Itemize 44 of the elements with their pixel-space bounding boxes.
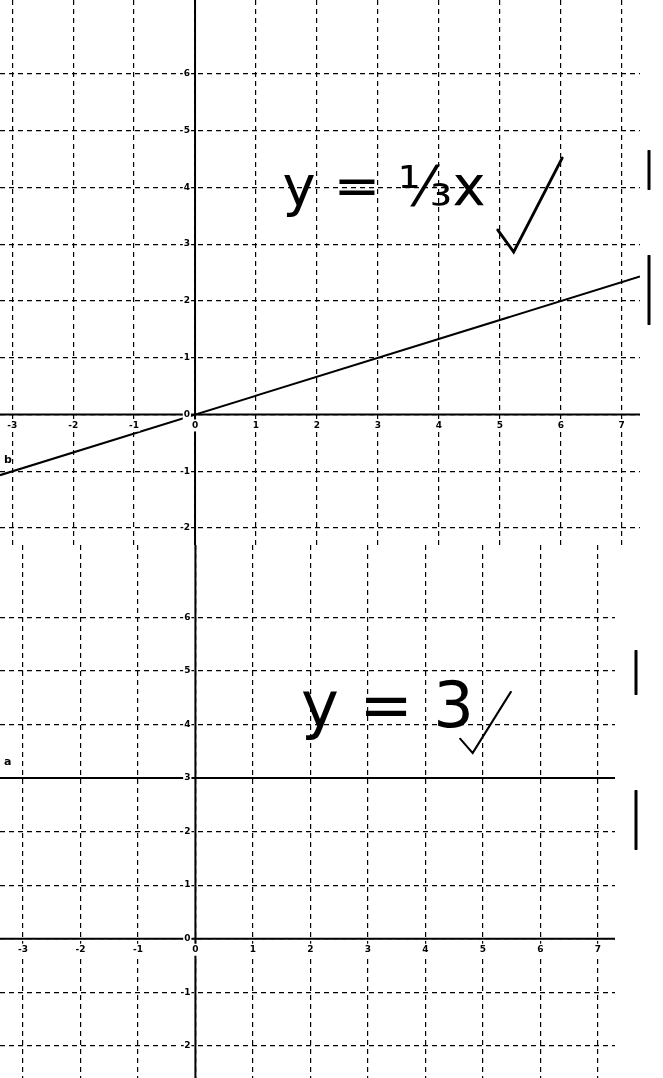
y-tick-label: 4 [184,718,191,729]
y-tick-label: 3 [184,772,191,783]
x-tick-label: 4 [435,419,442,430]
x-tick-label: -2 [68,419,79,430]
x-tick-label: 5 [479,944,486,955]
annotation: y = 3 [301,667,474,742]
y-tick-label: 3 [183,238,191,249]
x-tick-label: 3 [364,944,371,955]
y-tick-label: 2 [184,825,191,836]
x-tick-label: 2 [313,419,321,430]
series-label: b [4,452,12,466]
x-tick-label: 5 [496,419,503,430]
y-tick-label: 5 [184,665,191,676]
x-tick-label: 3 [374,419,382,430]
x-tick-label: 7 [594,944,601,955]
x-tick-label: 6 [537,944,544,955]
y-tick-label: -2 [180,522,191,533]
y-tick-label: 1 [184,879,191,890]
y-tick-label: 6 [184,611,191,622]
y-tick-label: -2 [180,1040,191,1051]
x-tick-label: 0 [192,944,199,955]
y-tick-label: 4 [183,181,191,192]
y-tick-label: -1 [180,465,191,476]
y-tick-label: 2 [183,295,191,306]
y-tick-label: 5 [183,124,191,135]
x-tick-label: 1 [249,944,257,955]
x-tick-label: 4 [422,944,429,955]
x-tick-label: -1 [132,944,143,955]
x-tick-label: -3 [17,944,28,955]
y-tick-label: 0 [183,408,191,419]
x-tick-label: -2 [75,944,86,955]
annotation: y = ⅓x [282,153,486,219]
x-tick-label: 0 [191,419,199,430]
x-tick-label: 1 [252,419,260,430]
y-tick-label: 0 [184,933,191,944]
y-tick-label: -1 [180,986,191,997]
x-tick-label: 2 [307,944,314,955]
y-tick-label: 6 [183,68,191,79]
x-tick-label: -1 [129,419,140,430]
series-label: a [4,755,12,769]
x-tick-label: 7 [618,419,625,430]
y-tick-label: 1 [183,352,191,362]
x-tick-label: -3 [7,419,18,430]
x-tick-label: 6 [557,419,564,430]
